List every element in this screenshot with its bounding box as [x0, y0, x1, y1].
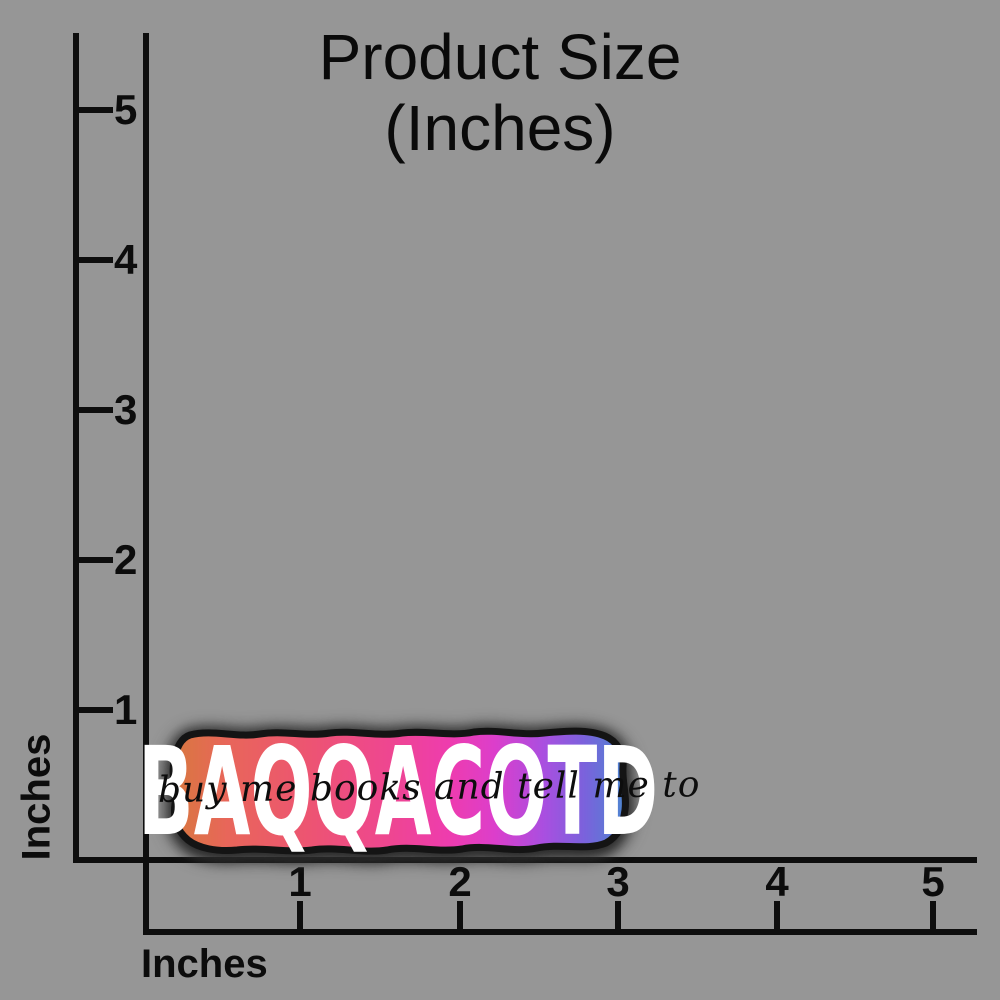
chart-title: Product Size (Inches): [150, 22, 850, 164]
chart-title-line2: (Inches): [384, 92, 616, 164]
x-tick-label-2: 2: [448, 858, 472, 905]
y-axis-caption: Inches: [14, 733, 59, 861]
product-sticker: BAQQACOTD buy me books and tell me to: [138, 721, 701, 863]
y-tick-label-1: 1: [114, 686, 138, 733]
y-tick-label-4: 4: [114, 236, 138, 283]
y-tick-2: [77, 557, 113, 563]
y-axis-line: [143, 33, 149, 935]
x-tick-label-5: 5: [921, 858, 945, 905]
y-tick-label-3: 3: [114, 386, 138, 433]
y-tick-3: [77, 407, 113, 413]
sticker-wavy-outline: [169, 727, 629, 855]
x-tick-2: [457, 901, 463, 930]
x-tick-label-4: 4: [765, 858, 789, 905]
sticker-script-text: buy me books and tell me to: [157, 764, 701, 811]
x-tick-5: [930, 901, 936, 930]
y-tick-4: [77, 257, 113, 263]
y-tick-label-5: 5: [114, 86, 138, 133]
x-tick-1: [297, 901, 303, 930]
y-tick-1: [77, 707, 113, 713]
x-tick-4: [774, 901, 780, 930]
x-axis-caption: Inches: [141, 942, 268, 986]
x-tick-label-3: 3: [606, 858, 630, 905]
y-tick-label-2: 2: [114, 536, 138, 583]
x-axis-line: [73, 857, 977, 863]
x-axis-ruler-line: [143, 929, 977, 935]
sticker-shape: [169, 727, 629, 855]
y-tick-5: [77, 107, 113, 113]
x-tick-3: [615, 901, 621, 930]
y-axis-ruler-line: [73, 33, 79, 863]
x-tick-label-1: 1: [288, 858, 312, 905]
chart-title-line1: Product Size: [318, 21, 682, 93]
